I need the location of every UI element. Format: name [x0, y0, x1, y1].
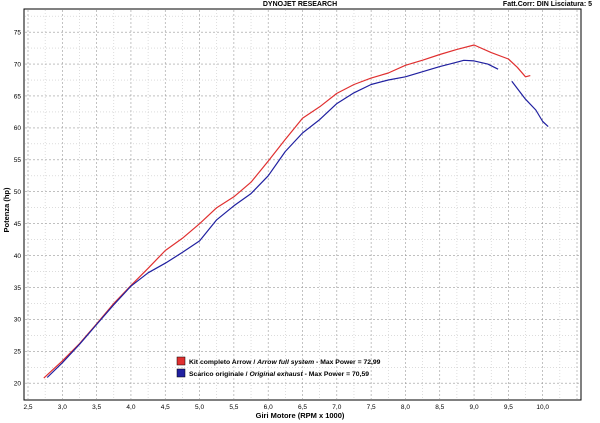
legend-swatch: [176, 368, 186, 378]
y-tick-label: 50: [14, 189, 22, 196]
legend-entry: Scarico originale / Original exhaust - M…: [189, 371, 369, 378]
x-tick-label: 6,5: [298, 404, 307, 411]
x-tick-label: 3,0: [58, 404, 67, 411]
y-tick-label: 70: [14, 61, 22, 68]
y-tick-label: 45: [14, 221, 22, 228]
series-line-original: [46, 59, 549, 378]
x-tick-label: 10,0: [536, 404, 549, 411]
x-tick-label: 4,0: [126, 404, 135, 411]
x-tick-label: 2,5: [23, 404, 32, 411]
legend-swatch: [176, 356, 186, 366]
grid: [25, 10, 580, 399]
y-tick-label: 25: [14, 349, 22, 356]
x-tick-label: 7,0: [332, 404, 341, 411]
y-axis-label: Potenza (hp): [2, 187, 11, 232]
x-tick-label: 8,5: [435, 404, 444, 411]
x-axis-label: Giri Motore (RPM x 1000): [256, 411, 345, 420]
y-tick-label: 20: [14, 381, 22, 388]
x-tick-label: 4,5: [161, 404, 170, 411]
y-tick-label: 35: [14, 285, 22, 292]
chart-header-title: DYNOJET RESEARCH: [262, 1, 338, 8]
tick-labels: 2,5 3,0 3,5 4,0 4,5 5,0 5,5 6,0 6,5 7,0 7,5 8,0 8,5 9…: [14, 29, 550, 411]
y-tick-label: 55: [14, 157, 22, 164]
series-group: [43, 44, 549, 379]
y-tick-label: 30: [14, 317, 22, 324]
legend: Kit completo Arrow / Arrow full system -…: [176, 356, 381, 378]
y-tick-label: 40: [14, 253, 22, 260]
x-tick-label: 7,5: [367, 404, 376, 411]
x-tick-label: 3,5: [92, 404, 101, 411]
correction-info: Fatt.Corr: DIN Lisciatura: 5: [502, 1, 592, 8]
x-tick-label: 9,0: [470, 404, 479, 411]
x-tick-label: 8,0: [401, 404, 410, 411]
legend-entry: Kit completo Arrow / Arrow full system -…: [189, 359, 381, 366]
y-tick-label: 60: [14, 125, 22, 132]
y-tick-label: 75: [14, 29, 22, 36]
x-tick-label: 9,5: [504, 404, 513, 411]
x-tick-label: 6,0: [264, 404, 273, 411]
x-tick-label: 5,0: [195, 404, 204, 411]
y-tick-label: 65: [14, 93, 22, 100]
x-tick-label: 5,5: [229, 404, 238, 411]
